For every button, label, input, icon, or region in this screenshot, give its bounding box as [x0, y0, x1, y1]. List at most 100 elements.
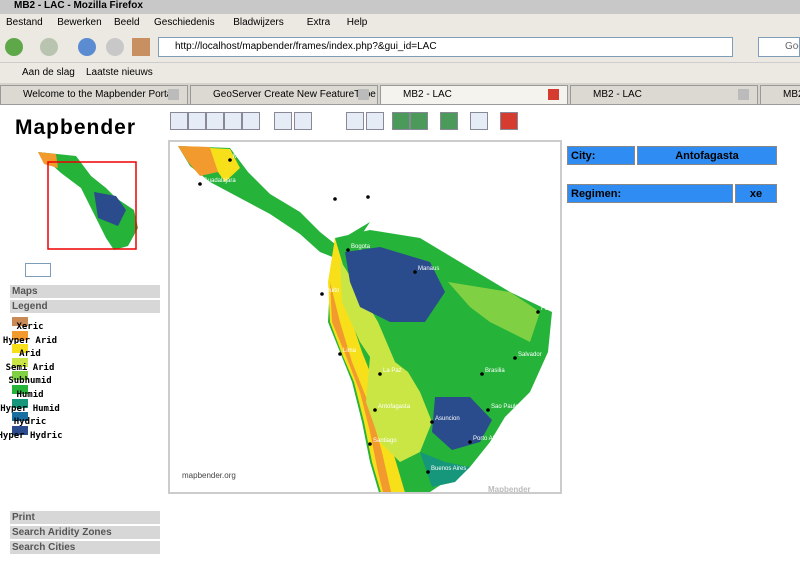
panel-header[interactable]: Search Cities — [10, 541, 160, 554]
tab-close[interactable] — [358, 89, 369, 100]
city-dot[interactable] — [513, 356, 517, 360]
tool-button[interactable] — [242, 112, 260, 130]
city-dot[interactable] — [368, 442, 372, 446]
tool-button[interactable] — [274, 112, 292, 130]
city-dot[interactable] — [320, 292, 324, 296]
menu-item[interactable]: Help — [346, 17, 368, 28]
legend-label: Hydric — [13, 417, 47, 428]
home-button[interactable] — [132, 38, 150, 56]
city-dot[interactable] — [333, 197, 337, 201]
menu-item[interactable]: Bestand — [6, 17, 43, 28]
legend-label: Semi Arid — [5, 362, 55, 373]
legend-label: Subhumid — [8, 376, 52, 387]
city-dot[interactable] — [426, 470, 430, 474]
tab[interactable]: MB2 - LAC — [380, 85, 568, 104]
legend-swatch — [12, 344, 28, 354]
climate-zone — [432, 397, 492, 450]
climate-zone — [330, 282, 392, 492]
reload-button[interactable] — [78, 38, 96, 56]
city-dot[interactable] — [366, 195, 370, 199]
search-box[interactable]: Goo — [758, 37, 800, 57]
city-label: Salvador — [518, 352, 542, 358]
city-label: Asuncion — [435, 416, 460, 422]
city-dot[interactable] — [413, 270, 417, 274]
back-button[interactable] — [5, 38, 23, 56]
menu-item[interactable]: Bewerken — [57, 17, 102, 28]
bookmark[interactable]: Laatste nieuws — [86, 67, 153, 78]
tab-close[interactable] — [738, 89, 749, 100]
city-label: Santo Domingo — [371, 191, 413, 197]
tab[interactable]: MB2 - — [760, 85, 800, 104]
tab-bar: Welcome to the Mapbender Portal GeoServer… — [0, 83, 800, 105]
city-dot[interactable] — [198, 182, 202, 186]
bookmark[interactable]: Aan de slag — [22, 67, 75, 78]
tab-close[interactable] — [548, 89, 559, 100]
panel-header[interactable]: Legend — [10, 300, 160, 313]
legend-label: Hyper Humid — [0, 403, 60, 414]
tool-button[interactable] — [392, 112, 410, 130]
climate-zone — [210, 148, 240, 182]
tool-button[interactable] — [410, 112, 428, 130]
tool-button[interactable] — [346, 112, 364, 130]
forward-button[interactable] — [40, 38, 58, 56]
city-dot[interactable] — [373, 408, 377, 412]
tab[interactable]: Welcome to the Mapbender Portal — [0, 85, 188, 104]
city-dot[interactable] — [536, 310, 540, 314]
tab[interactable]: MB2 - LAC — [570, 85, 758, 104]
tool-button[interactable] — [366, 112, 384, 130]
legend-swatch — [12, 425, 28, 435]
city-label: Kingston — [338, 193, 361, 199]
tool-button[interactable] — [170, 112, 188, 130]
legend-swatch — [12, 357, 28, 367]
menu-item[interactable]: Bladwijzers — [233, 17, 284, 28]
legend-label: Hyper Hydric — [0, 430, 63, 441]
city-label: Manaus — [418, 266, 439, 272]
tool-button[interactable] — [470, 112, 488, 130]
legend-label: Arid — [19, 349, 41, 360]
legend-swatch — [12, 385, 28, 394]
panel-header[interactable]: Maps — [10, 285, 160, 298]
city-dot[interactable] — [346, 248, 350, 252]
legend-swatch — [12, 371, 28, 381]
url-bar[interactable]: http://localhost/mapbender/frames/index.… — [158, 37, 733, 57]
city-dot[interactable] — [486, 408, 490, 412]
city-dot[interactable] — [378, 372, 382, 376]
city-label: Guadalajara — [203, 178, 236, 184]
tool-button[interactable] — [206, 112, 224, 130]
menu-item[interactable]: Extra — [306, 17, 331, 28]
tool-button[interactable] — [294, 112, 312, 130]
tool-button[interactable] — [188, 112, 206, 130]
city-label: Buenos Aires — [431, 466, 466, 472]
legend: Xeric Hyper Arid Arid Semi Arid Subhumid Humi… — [0, 317, 80, 447]
stop-button[interactable] — [106, 38, 124, 56]
watermark: mapbender.org — [182, 471, 236, 480]
regimen-value: xe — [735, 184, 777, 203]
city-label: La Paz — [383, 368, 402, 374]
map-select[interactable] — [25, 263, 51, 277]
corner-logo: Mapbender — [488, 485, 531, 494]
panel-header[interactable]: Print — [10, 511, 160, 524]
city-dot[interactable] — [480, 372, 484, 376]
menu-item[interactable]: Geschiedenis — [154, 17, 215, 28]
legend-label: Humid — [16, 390, 44, 400]
legend-swatch — [12, 412, 28, 422]
city-dot[interactable] — [430, 420, 434, 424]
legend-swatch — [12, 330, 28, 340]
climate-zone — [345, 247, 445, 322]
panel-header[interactable]: Search Aridity Zones — [10, 526, 160, 539]
city-dot[interactable] — [338, 352, 342, 356]
tab-close[interactable] — [168, 89, 179, 100]
city-label: Monterrey — [233, 154, 260, 160]
menu-item[interactable]: Beeld — [114, 17, 140, 28]
city-dot[interactable] — [468, 440, 472, 444]
tool-button[interactable] — [440, 112, 458, 130]
city-label: Santiago — [373, 438, 397, 444]
tool-button[interactable] — [500, 112, 518, 130]
climate-zone — [448, 282, 540, 342]
tool-button[interactable] — [224, 112, 242, 130]
menu-bar: Bestand Bewerken Beeld Geschiedenis Bladwijz… — [0, 14, 800, 32]
tab[interactable]: GeoServer Create New FeatureType — [190, 85, 378, 104]
nav-toolbar: http://localhost/mapbender/frames/index.… — [0, 32, 800, 62]
city-dot[interactable] — [228, 158, 232, 162]
